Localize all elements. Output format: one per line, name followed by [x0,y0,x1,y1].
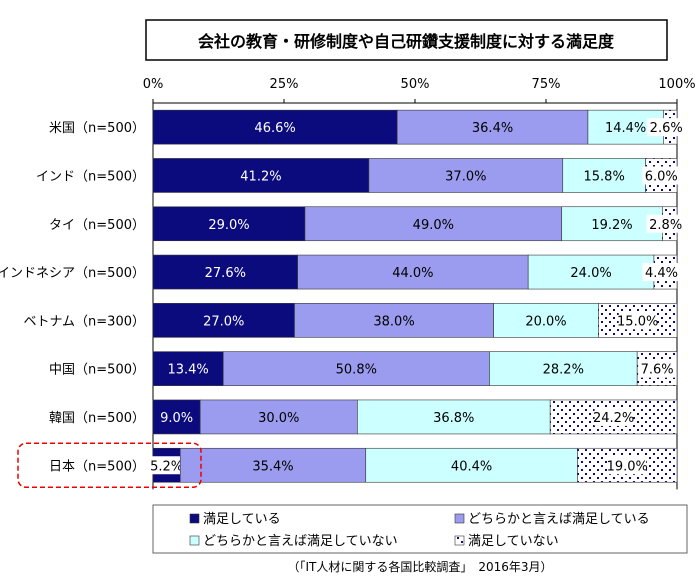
x-tick-label: 0% [143,77,164,92]
legend-swatch [454,535,465,546]
bar-segment [152,303,295,338]
data-label-bg [642,166,681,185]
bar-segment [489,351,638,386]
data-label-bg [618,311,657,330]
data-label: 2.6% [650,121,683,136]
source-note: （「IT人材に関する各国比較調査」 2016年3月） [287,559,552,574]
data-label: 29.0% [208,218,249,233]
data-label: 36.8% [433,411,474,426]
data-label: 41.2% [240,169,281,184]
data-label: 37.0% [445,169,486,184]
legend-box [152,504,688,554]
data-label: 46.6% [254,121,295,136]
x-tick-label: 75% [532,77,561,92]
bar-segment [304,206,563,242]
category-label: 中国（n=500） [49,363,145,378]
chart-title: 会社の教育・研修制度や自己研鑽支援制度に対する満足度 [198,32,615,51]
data-label-bg [608,456,647,475]
bar-segment [365,447,578,483]
bar-segment [152,399,201,435]
legend-label: 満足している [203,512,281,527]
bar-segment [357,399,551,435]
data-label: 7.6% [641,363,674,378]
bar-segment [294,303,494,338]
data-label: 30.0% [258,411,299,426]
category-label: タイ（n=500） [49,218,145,233]
data-label-bg [647,118,686,137]
bar-segment [152,206,306,242]
bar-segment [222,351,490,386]
data-label: 24.0% [570,266,611,281]
data-label: 44.0% [392,266,433,281]
bar-segment [199,399,358,435]
data-label-bg [594,407,633,426]
data-label: 24.2% [593,411,634,426]
legend-label: どちらかと言えば満足していない [203,534,398,549]
bar-segment [152,351,224,386]
data-label-bg [638,359,677,378]
category-label: 韓国（n=500） [49,411,145,426]
x-tick-label: 25% [270,77,299,92]
data-label: 36.4% [472,121,513,136]
bar-segment [396,109,589,145]
legend-label: どちらかと言えば満足している [468,512,650,527]
legend-label: 満足していない [468,534,559,549]
data-label: 50.8% [336,363,377,378]
legend-swatch [189,513,200,524]
category-label: ベトナム（n=300） [23,314,145,329]
data-label: 38.0% [373,314,414,329]
category-label: 米国（n=500） [49,121,145,136]
data-label: 27.6% [205,266,246,281]
legend-swatch [454,513,465,524]
x-tick-label: 50% [401,77,430,92]
bar-segment [152,109,398,145]
data-label: 40.4% [451,459,492,474]
data-label: 9.0% [160,411,193,426]
data-label: 19.2% [591,218,632,233]
data-label-bg [147,456,186,475]
bar-segment [493,303,599,338]
data-label-bg [646,214,685,233]
data-label: 49.0% [413,218,454,233]
data-label: 4.4% [645,266,678,281]
data-label: 5.2% [150,459,183,474]
data-label: 15.8% [584,169,625,184]
x-tick-label: 100% [658,77,695,92]
category-label: インド（n=500） [36,169,145,184]
data-label: 2.8% [649,218,682,233]
bar-segment [527,254,655,290]
data-label: 27.0% [203,314,244,329]
data-label-bg [642,263,681,282]
data-label: 19.0% [607,459,648,474]
data-label: 20.0% [525,314,566,329]
title-box [145,19,668,61]
data-label: 35.4% [252,459,293,474]
data-label: 14.4% [605,121,646,136]
data-label: 13.4% [167,363,208,378]
highlight-box [17,442,202,488]
legend-swatch [189,535,200,546]
data-label: 6.0% [645,169,678,184]
bar-segment [179,447,367,483]
bar-segment [561,206,663,242]
category-label: インドネシア（n=500） [0,266,145,281]
data-label: 15.0% [617,314,658,329]
data-label: 28.2% [543,363,584,378]
bar-segment [562,158,646,193]
category-label: 日本（n=500） [49,459,145,474]
